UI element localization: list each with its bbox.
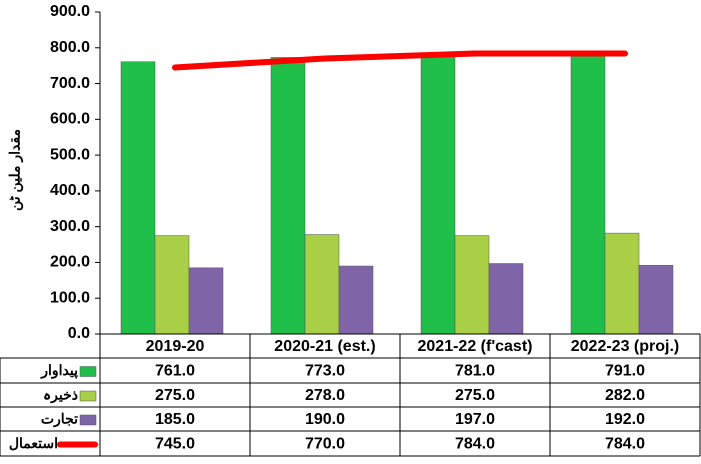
table-value: 761.0: [155, 363, 195, 380]
legend-label: پیداوار: [40, 362, 78, 379]
bar: [638, 265, 674, 335]
table-value: 745.0: [155, 436, 195, 453]
legend-label: ذخیرہ: [43, 387, 78, 404]
y-tick-label: 500.0: [50, 146, 90, 163]
bar: [270, 57, 306, 335]
table-value: 770.0: [305, 436, 345, 453]
y-tick-label: 800.0: [50, 39, 90, 56]
table-value: 275.0: [455, 387, 495, 404]
y-tick-label: 400.0: [50, 182, 90, 199]
bar: [154, 235, 190, 335]
legend-label: تجارت: [41, 411, 78, 428]
table-value: 791.0: [605, 363, 645, 380]
bar: [420, 54, 456, 335]
line: [172, 50, 628, 71]
table-value: 784.0: [455, 436, 495, 453]
y-tick-label: 900.0: [50, 3, 90, 20]
bar: [570, 50, 606, 335]
x-tick-label: 2021-22 (f'cast): [418, 338, 533, 355]
x-tick-label: 2022-23 (proj.): [571, 338, 679, 355]
table-value: 185.0: [155, 411, 195, 428]
bar: [120, 61, 156, 335]
y-axis-title: مقدار ملین ٹن: [7, 129, 24, 211]
table-value: 282.0: [605, 387, 645, 404]
bar: [454, 235, 490, 335]
legend-label: استعمال: [9, 435, 58, 451]
x-tick-label: 2019-20: [146, 338, 205, 355]
table-value: 192.0: [605, 411, 645, 428]
table-value: 275.0: [155, 387, 195, 404]
y-tick-label: 700.0: [50, 75, 90, 92]
bar: [304, 234, 340, 335]
y-tick-label: 200.0: [50, 254, 90, 271]
x-tick-label: 2020-21 (est.): [274, 338, 375, 355]
table-value: 190.0: [305, 411, 345, 428]
bar: [188, 267, 224, 335]
table-value: 278.0: [305, 387, 345, 404]
table-value: 784.0: [605, 436, 645, 453]
bar: [338, 265, 374, 335]
y-tick-label: 100.0: [50, 289, 90, 306]
table-value: 781.0: [455, 363, 495, 380]
y-tick-label: 0.0: [68, 325, 90, 342]
bar: [604, 232, 640, 335]
table-value: 197.0: [455, 411, 495, 428]
y-tick-label: 300.0: [50, 218, 90, 235]
legend-key: [79, 414, 97, 426]
table-value: 773.0: [305, 363, 345, 380]
legend-key: [79, 366, 97, 377]
bar: [488, 263, 524, 335]
legend-key: [79, 390, 97, 402]
y-tick-label: 600.0: [50, 111, 90, 128]
